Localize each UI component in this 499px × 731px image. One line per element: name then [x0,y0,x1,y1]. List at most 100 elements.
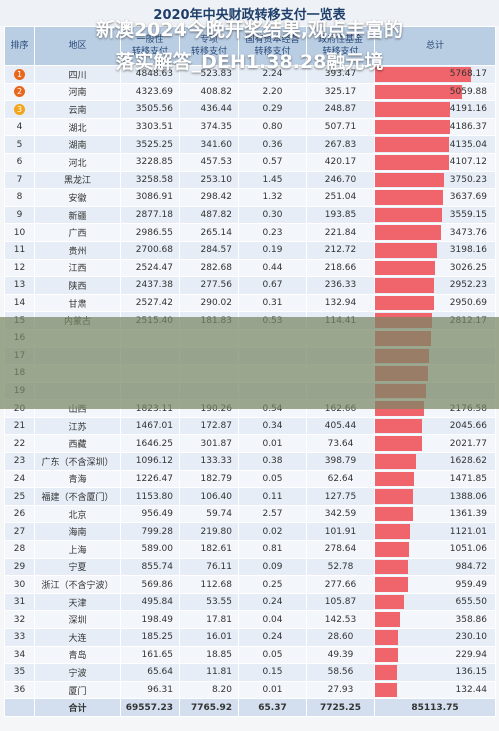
total-cell: 4135.04 [374,135,496,154]
table-title: 2020年中央财政转移支付一览表 [0,0,499,26]
table-row: 25 福建（不含厦门） 1153.80 106.40 0.11 127.75 1388.06 [4,487,496,506]
table-row: 27 海南 799.28 219.80 0.02 101.91 1121.01 [4,522,496,542]
special-cell: 290.02 [179,293,239,313]
header-text: 转移支付 [322,47,359,57]
total-bar [375,102,450,117]
header-region: 地区 [34,26,121,66]
header-text: 政府性基金 [317,35,363,45]
state-capital-cell: 0.01 [238,434,307,454]
special-cell: 265.14 [179,223,239,242]
region-cell: 宁波 [34,663,121,682]
table-row: 33 大连 185.25 16.01 0.24 28.60 230.10 [4,628,496,647]
region-cell: 黑龙江 [34,170,121,190]
total-value: 1051.06 [449,544,487,555]
region-cell: 广东（不含深圳） [34,452,121,471]
total-bar [375,454,416,469]
total-value: 3473.76 [449,227,487,238]
header-text: 排序 [10,41,29,51]
special-cell: 457.53 [179,152,239,172]
region-cell: 厦门 [34,680,121,700]
special-cell: 277.56 [179,276,239,295]
gov-fund-cell: 278.64 [306,540,375,559]
gov-fund-cell: 398.79 [306,452,375,471]
special-cell: 133.33 [179,452,239,471]
rank-cell: 11 [4,240,35,260]
gov-fund-cell: 405.44 [306,416,375,436]
total-cell: 4186.37 [374,117,496,137]
state-capital-cell: 0.81 [238,540,307,559]
header-text: 转移支付 [190,47,227,57]
special-cell: 17.81 [179,610,239,629]
region-cell: 青海 [34,469,121,489]
general-cell: 2524.47 [120,258,180,278]
gov-fund-cell: 105.87 [306,592,375,612]
state-capital-cell: 0.05 [238,645,307,665]
region-cell: 青岛 [34,645,121,665]
region-cell: 四川 [34,65,121,84]
gov-fund-cell: 277.66 [306,575,375,594]
region-cell: 新疆 [34,205,121,225]
region-cell: 大连 [34,628,121,647]
state-capital-cell: 65.37 [238,698,307,717]
total-bar [375,665,397,680]
medal-icon: 1 [14,68,25,80]
region-cell: 云南 [34,100,121,119]
total-bar [375,647,398,663]
table-row: 7 黑龙江 3258.58 253.10 1.45 246.70 3750.23 [4,170,496,190]
region-cell: 贵州 [34,240,121,260]
general-cell: 1096.12 [120,452,180,471]
region-cell: 河北 [34,152,121,172]
gov-fund-cell: 101.91 [306,522,375,542]
total-value: 984.72 [455,561,488,572]
special-cell: 106.40 [179,487,239,506]
total-bar [375,119,450,135]
state-capital-cell: 1.32 [238,188,307,207]
total-cell: 2952.23 [374,276,496,295]
total-value: 655.50 [455,597,488,608]
region-cell: 广西 [34,223,121,242]
table-row: 4 湖北 3303.51 374.35 0.80 507.71 4186.37 [4,117,496,137]
total-value: 3198.16 [449,245,487,256]
total-cell: 132.44 [374,680,496,700]
total-cell: 85113.75 [374,698,496,717]
rank-cell: 10 [4,223,35,242]
rank-cell: 24 [4,469,35,489]
special-cell: 53.55 [179,592,239,612]
header-special: 专项 转移支付 [179,26,239,66]
rank-cell: 34 [4,645,35,665]
state-capital-cell: 1.45 [238,170,307,190]
gov-fund-cell: 52.78 [306,557,375,577]
gov-fund-cell: 236.33 [306,276,375,295]
gov-fund-cell: 127.75 [306,487,375,506]
general-cell: 2877.18 [120,205,180,225]
table-row: 36 厦门 96.31 8.20 0.01 27.93 132.44 [4,680,496,700]
header-text: 转移支付 [131,47,168,57]
region-cell: 合计 [34,698,121,717]
state-capital-cell: 0.57 [238,152,307,172]
rank-cell: 12 [4,258,35,278]
total-value: 5059.88 [449,86,487,97]
general-cell: 3505.56 [120,100,180,119]
total-value: 3559.15 [449,210,487,221]
table-row: 13 陕西 2437.38 277.56 0.67 236.33 2952.23 [4,276,496,295]
table-row: 12 江西 2524.47 282.68 0.44 218.66 3026.25 [4,258,496,278]
special-cell: 374.35 [179,117,239,137]
total-cell: 1471.85 [374,469,496,489]
gov-fund-cell: 420.17 [306,152,375,172]
general-cell: 96.31 [120,680,180,700]
rank-cell: 30 [4,575,35,594]
total-bar [375,84,462,100]
rank-cell: 9 [4,205,35,225]
total-bar [375,172,444,188]
total-cell: 3750.23 [374,170,496,190]
total-cell: 4107.12 [374,152,496,172]
general-cell: 3258.58 [120,170,180,190]
total-value: 2021.77 [449,438,487,449]
gov-fund-cell: 325.17 [306,82,375,102]
total-bar [375,489,413,504]
special-cell: 112.68 [179,575,239,594]
special-cell: 436.44 [179,100,239,119]
general-cell: 161.65 [120,645,180,665]
total-bar [375,225,441,240]
